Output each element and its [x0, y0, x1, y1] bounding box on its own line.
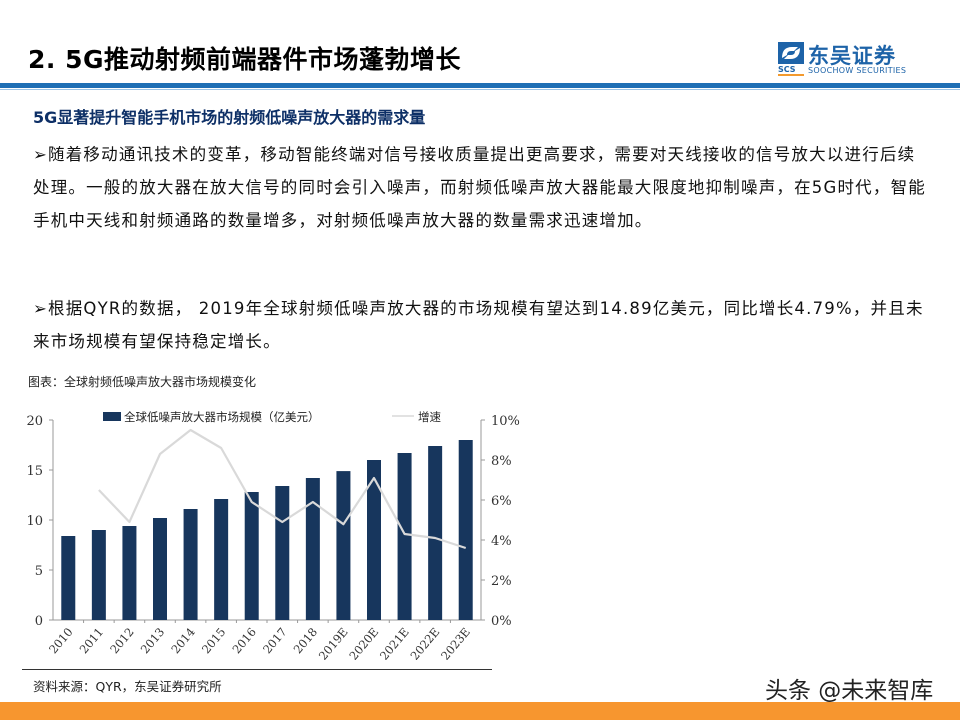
logo-underline	[778, 74, 804, 76]
page-title: 2. 5G推动射频前端器件市场蓬勃增长	[28, 45, 462, 74]
x-tick-label: 2011	[77, 625, 107, 656]
x-tick-label: 2021E	[377, 625, 412, 660]
y-left-tick-label: 0	[35, 614, 43, 629]
bullet-paragraph-1: ➢随着移动通讯技术的变革，移动智能终端对信号接收质量提出更高要求，需要对天线接收…	[33, 145, 926, 230]
x-tick-label: 2010	[46, 625, 76, 656]
bar	[275, 486, 290, 620]
bar	[336, 471, 351, 620]
x-tick-label: 2022E	[408, 625, 443, 660]
x-tick-label: 2020E	[346, 625, 381, 660]
bar	[458, 440, 473, 620]
legend-line-label: 增速	[418, 410, 441, 424]
chart-legend: 全球低噪声放大器市场规模（亿美元） 增速	[103, 410, 441, 424]
y-left-tick-label: 10	[26, 514, 43, 529]
bar	[61, 536, 76, 620]
y-left-tick-label: 5	[35, 564, 43, 579]
bar	[428, 446, 443, 620]
legend-bar-label: 全球低噪声放大器市场规模（亿美元）	[124, 410, 320, 424]
header-divider-light	[0, 89, 960, 90]
section-subtitle: 5G显著提升智能手机市场的射频低噪声放大器的需求量	[33, 108, 426, 127]
bar	[305, 478, 320, 620]
logo-chinese-name: 东吴证券	[808, 44, 896, 68]
bar	[397, 453, 412, 620]
watermark: 头条 @未来智库	[765, 678, 934, 704]
x-tick-label: 2015	[199, 625, 229, 656]
bar	[214, 499, 229, 620]
x-tick-label: 2013	[138, 625, 168, 656]
y-left-tick-label: 15	[26, 464, 43, 479]
bullet-paragraph-2: ➢根据QYR的数据， 2019年全球射频低噪声放大器的市场规模有望达到14.89…	[33, 299, 924, 351]
x-tick-label: 2012	[107, 625, 137, 656]
x-tick-label: 2023E	[438, 625, 473, 660]
header-divider	[0, 83, 960, 88]
y-left-tick-label: 20	[26, 414, 43, 429]
y-right-tick-label: 4%	[491, 534, 512, 549]
x-tick-label: 2018	[291, 625, 321, 656]
logo-abbr: SCS	[778, 65, 796, 74]
x-tick-label: 2016	[229, 625, 259, 656]
bar	[183, 509, 198, 620]
figure-title: 图表：全球射频低噪声放大器市场规模变化	[28, 375, 257, 389]
x-tick-label: 2019E	[316, 625, 351, 660]
x-tick-label: 2014	[168, 625, 198, 656]
bar	[91, 530, 106, 620]
growth-line-series	[98, 428, 467, 550]
y-right-tick-label: 6%	[491, 494, 512, 509]
source-divider	[22, 669, 492, 670]
bar-series	[61, 440, 473, 620]
logo-mark-icon	[778, 42, 804, 64]
company-logo: 东吴证券 SCS SOOCHOW SECURITIES	[778, 40, 918, 80]
legend-bar-swatch	[103, 412, 121, 421]
bar	[367, 460, 381, 620]
bar	[153, 518, 167, 620]
y-right-tick-label: 8%	[491, 454, 512, 469]
y-right-tick-label: 10%	[491, 414, 520, 429]
bar	[244, 492, 259, 620]
bar	[122, 526, 137, 620]
x-tick-label: 2017	[260, 625, 290, 656]
y-right-tick-label: 2%	[491, 574, 512, 589]
y-right-tick-label: 0%	[491, 614, 512, 629]
logo-english-name: SOOCHOW SECURITIES	[808, 66, 907, 75]
footer-bar	[0, 702, 960, 720]
source-note: 资料来源：QYR，东吴证券研究所	[33, 679, 222, 694]
